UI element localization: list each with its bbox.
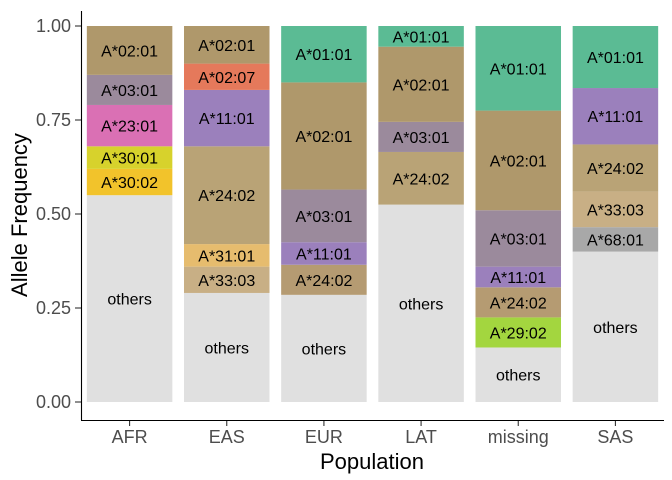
bar-segment-sas-a-11-01 [572,88,659,145]
bar-segment-lat-a-24-02 [378,151,464,205]
segment-label-lat-a-02-01: A*02:01 [393,77,450,94]
bar-segment-missing-others [475,347,562,402]
y-tick-label: 1.00 [36,16,71,36]
bar-segment-afr-a-23-01 [86,104,173,147]
bar-segment-sas-a-68-01 [572,227,659,252]
x-tick-label-lat: LAT [405,427,437,447]
segment-label-sas-a-33-03: A*33:03 [587,202,644,219]
bar-segment-afr-a-30-02 [86,168,173,196]
bar-segment-missing-a-01-01 [475,26,562,111]
bar-segment-afr-a-02-01 [86,26,173,75]
segment-label-eur-a-11-01: A*11:01 [296,246,352,263]
segment-label-eas-a-02-01: A*02:01 [198,38,255,55]
y-tick-label: 0.25 [36,298,71,318]
bar-segment-eas-a-31-01 [184,244,270,267]
segment-label-lat-a-24-02: A*24:02 [393,171,450,188]
segment-label-lat-a-03-01: A*03:01 [393,130,450,147]
x-tick-label-eas: EAS [209,427,245,447]
segment-label-eas-a-31-01: A*31:01 [198,248,255,265]
segment-label-eur-a-01-01: A*01:01 [295,47,352,64]
segment-label-sas-a-11-01: A*11:01 [588,109,644,126]
segment-label-missing-a-29-02: A*29:02 [490,325,547,342]
segment-label-missing-a-24-02: A*24:02 [490,295,547,312]
segment-label-eur-a-02-01: A*02:01 [295,129,352,146]
bar-segment-afr-others [86,195,173,402]
y-axis-title: Allele Frequency [7,133,32,297]
bar-segment-lat-a-02-01 [378,46,464,122]
segment-label-afr-a-30-02: A*30:02 [101,175,158,192]
segment-label-eas-others: others [205,340,249,357]
x-tick-label-missing: missing [488,427,549,447]
y-axis-ticks: 0.00 0.25 0.50 0.75 1.00 [36,16,81,412]
segment-label-afr-a-30-01: A*30:01 [101,151,158,168]
y-tick-label: 0.00 [36,392,71,412]
segment-label-eur-a-03-01: A*03:01 [295,209,352,226]
bar-segment-eur-a-24-02 [281,264,367,295]
segment-label-sas-a-01-01: A*01:01 [587,50,644,67]
bar-stack-lat: others A*24:02 A*03:01 A*02:01 A*01:01 [378,26,464,402]
bar-segment-eas-others [184,292,270,402]
bar-stack-sas: others A*68:01 A*33:03 A*24:02 A*11:01 A*01:0… [572,26,659,402]
segment-label-eas-a-24-02: A*24:02 [198,188,255,205]
bar-segment-eas-a-02-01 [184,26,270,64]
bar-stack-eas: others A*33:03 A*31:01 A*24:02 A*11:01 A*02:0… [184,26,270,402]
segment-label-eas-a-33-03: A*33:03 [198,273,255,290]
segment-label-afr-others: others [107,292,151,309]
segment-label-sas-a-68-01: A*68:01 [587,232,644,249]
segment-label-lat-a-01-01: A*01:01 [393,29,450,46]
bar-segment-missing-a-24-02 [475,287,562,318]
x-tick-label-eur: EUR [305,427,343,447]
bar-stack-afr: others A*30:02 A*30:01 A*23:01 A*03:01 A*02:0… [86,26,173,402]
bar-segment-sas-a-01-01 [572,26,659,89]
bar-segment-missing-a-11-01 [475,266,562,288]
bar-segment-lat-a-03-01 [378,121,464,152]
bar-stack-missing: others A*29:02 A*24:02 A*11:01 A*03:01 A*02:0… [475,26,562,402]
segment-label-afr-a-03-01: A*03:01 [101,83,158,100]
bar-stack-eur: others A*24:02 A*11:01 A*03:01 A*02:01 A*01:0… [281,26,367,402]
bar-segment-afr-a-03-01 [86,74,173,105]
bar-segment-lat-others [378,204,464,402]
y-tick-label: 0.75 [36,110,71,130]
segment-label-sas-a-24-02: A*24:02 [587,161,644,178]
segment-label-afr-a-23-01: A*23:01 [101,119,158,136]
segment-label-missing-a-03-01: A*03:01 [490,231,547,248]
bar-segment-eas-a-33-03 [184,266,270,293]
bar-segment-eas-a-24-02 [184,146,270,245]
bar-segment-missing-a-03-01 [475,210,562,267]
bar-segment-eur-others [281,294,367,402]
segment-label-eas-a-02-07: A*02:07 [198,70,255,87]
segment-label-lat-others: others [399,296,443,313]
bar-segment-lat-a-01-01 [378,26,464,47]
bar-segment-eur-a-11-01 [281,242,367,265]
x-tick-label-sas: SAS [597,427,633,447]
segment-label-missing-a-01-01: A*01:01 [490,61,547,78]
segment-label-missing-a-11-01: A*11:01 [490,270,546,287]
bar-segment-afr-a-30-01 [86,146,173,169]
bar-segment-eur-a-02-01 [281,82,367,190]
bar-segment-eas-a-02-07 [184,63,270,90]
segment-label-eas-a-11-01: A*11:01 [199,111,255,128]
y-tick-label: 0.50 [36,204,71,224]
segment-label-eur-a-24-02: A*24:02 [295,273,352,290]
bar-segment-eur-a-01-01 [281,26,367,83]
bar-segment-missing-a-02-01 [475,110,562,211]
x-axis-ticks: AFR EAS EUR LAT missing SAS [112,421,633,447]
segment-label-sas-others: others [593,320,637,337]
bar-segment-sas-a-33-03 [572,191,659,228]
bar-segment-sas-a-24-02 [572,144,659,192]
bar-segment-missing-a-29-02 [475,317,562,348]
x-axis-title: Population [320,449,424,474]
segment-label-missing-others: others [496,368,540,385]
x-tick-label-afr: AFR [112,427,148,447]
bar-segment-sas-others [572,251,659,402]
segment-label-eur-others: others [302,341,346,358]
segment-label-afr-a-02-01: A*02:01 [101,43,158,60]
segment-label-missing-a-02-01: A*02:01 [490,153,547,170]
bars-layer: others A*30:02 A*30:01 A*23:01 A*03:01 A*02:0… [86,26,659,402]
bar-segment-eas-a-11-01 [184,89,270,147]
bar-segment-eur-a-03-01 [281,189,367,243]
